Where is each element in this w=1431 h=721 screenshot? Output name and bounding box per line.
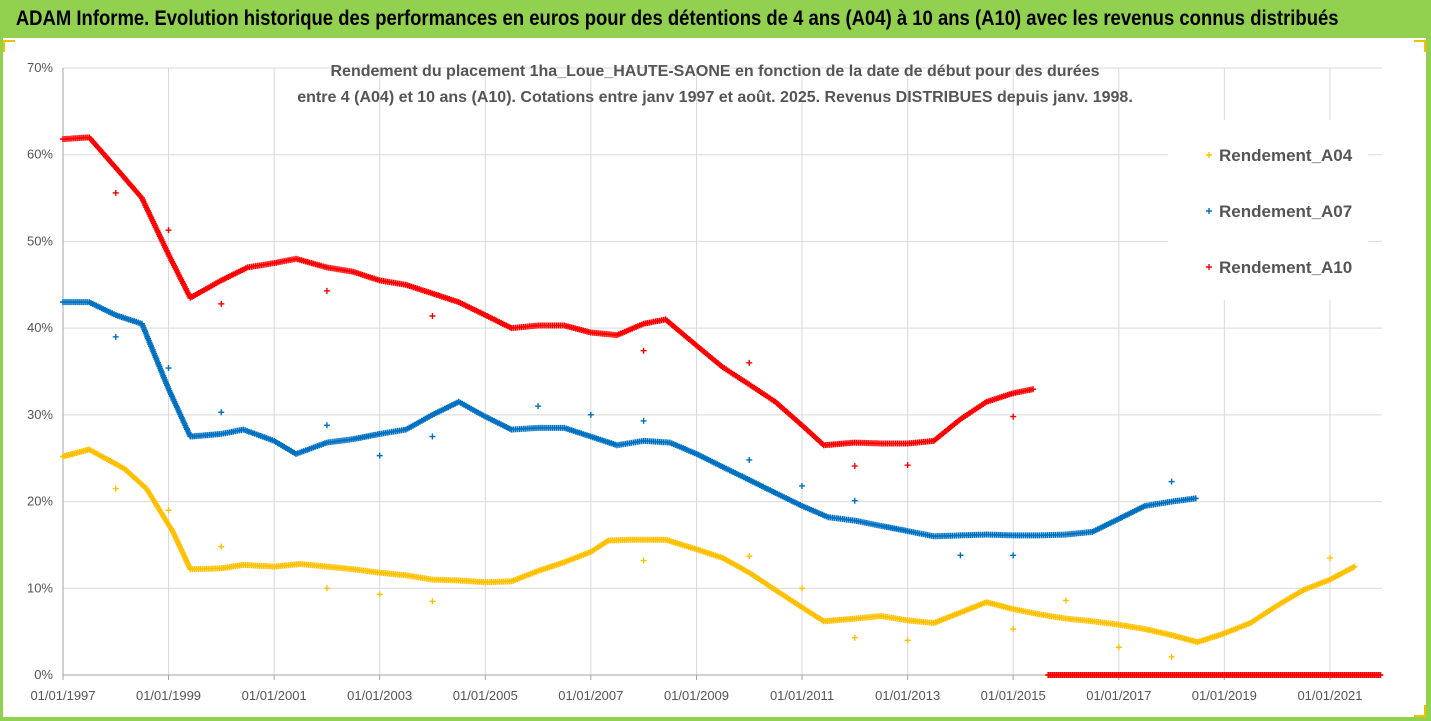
data-point: [429, 598, 436, 605]
data-point: [1010, 552, 1017, 559]
data-point: [1062, 597, 1069, 604]
x-tick-label: 01/01/2019: [1192, 688, 1257, 703]
header-title: ADAM Informe. Evolution historique des p…: [15, 7, 1339, 30]
legend-marker: [1206, 208, 1212, 214]
x-tick-label: 01/01/2013: [875, 688, 940, 703]
data-point: [323, 287, 330, 294]
legend-marker: [1206, 152, 1212, 158]
data-point: [165, 365, 172, 372]
legend-item-rendement-a04: Rendement_A04: [1206, 146, 1353, 165]
legend-item-rendement-a10: Rendement_A10: [1206, 258, 1352, 277]
data-point: [851, 463, 858, 470]
series-layer: [60, 134, 1384, 678]
data-point: [746, 359, 753, 366]
data-point: [112, 485, 119, 492]
y-tick-label: 60%: [27, 147, 53, 162]
chart-title-line: Rendement du placement 1ha_Loue_HAUTE-SA…: [330, 63, 1099, 80]
data-point: [112, 189, 119, 196]
data-point: [218, 300, 225, 307]
series-rendement-a04-line: [60, 446, 1358, 645]
chart-title-block: Rendement du placement 1ha_Loue_HAUTE-SA…: [297, 63, 1133, 106]
y-tick-label: 30%: [27, 407, 53, 422]
y-tick-label: 10%: [27, 580, 53, 595]
x-tick-label: 01/01/1997: [30, 688, 95, 703]
data-point: [112, 333, 119, 340]
series-rendement-a07-line: [60, 299, 1199, 540]
series-rendement-a10-line: [60, 134, 1036, 449]
corner-mark-top-left: [3, 40, 15, 52]
x-tick-label: 01/01/1999: [136, 688, 201, 703]
data-point: [640, 417, 647, 424]
data-point: [218, 409, 225, 416]
corner-mark-bottom-right: [1414, 705, 1426, 717]
axes: 0% 10% 20% 30% 40% 50% 60% 70% 01/01/1997 01/01/1…: [27, 60, 1382, 703]
y-tick-label: 70%: [27, 60, 53, 75]
legend: Rendement_A04 Rendement_A07 Rendement_A10: [1168, 120, 1368, 300]
data-point: [376, 591, 383, 598]
data-point: [904, 462, 911, 469]
data-point: [1168, 478, 1175, 485]
corner-mark-top-right: [1414, 40, 1426, 52]
x-tick-label: 01/01/2017: [1086, 688, 1151, 703]
data-point: [1010, 413, 1017, 420]
header-banner: ADAM Informe. Evolution historique des p…: [0, 0, 1431, 38]
series-rendement-a04: [60, 446, 1358, 660]
x-tick-label: 01/01/2001: [242, 688, 307, 703]
data-point: [851, 634, 858, 641]
data-point: [799, 482, 806, 489]
x-tick-label: 01/01/2009: [664, 688, 729, 703]
data-point: [587, 411, 594, 418]
data-point: [746, 456, 753, 463]
x-tick-label: 01/01/2021: [1297, 688, 1362, 703]
data-point: [904, 637, 911, 644]
x-tick-label: 01/01/2015: [981, 688, 1046, 703]
data-point: [429, 313, 436, 320]
data-point: [799, 585, 806, 592]
series-rendement-a10-zero-run: [1045, 672, 1384, 678]
data-point: [851, 497, 858, 504]
x-tick-label: 01/01/2003: [347, 688, 412, 703]
data-point: [640, 347, 647, 354]
x-tick-label: 01/01/2011: [770, 688, 834, 703]
y-tick-label: 50%: [27, 233, 53, 248]
data-point: [165, 507, 172, 514]
legend-label: Rendement_A04: [1219, 146, 1353, 165]
grid: [62, 67, 1382, 676]
data-point: [1327, 554, 1333, 561]
legend-label: Rendement_A10: [1219, 258, 1352, 277]
y-tick-label: 20%: [27, 494, 53, 509]
data-point: [218, 543, 225, 550]
data-point: [429, 433, 436, 440]
data-point: [323, 585, 330, 592]
data-point: [1168, 653, 1175, 660]
frame-bottom-border: [0, 717, 1431, 721]
data-point: [746, 553, 753, 560]
legend-label: Rendement_A07: [1219, 202, 1352, 221]
chart-title-line: entre 4 (A04) et 10 ans (A10). Cotations…: [297, 89, 1133, 106]
data-point: [323, 422, 330, 429]
frame-left-border: [0, 38, 3, 721]
data-point: [535, 403, 542, 410]
data-point: [1010, 626, 1017, 633]
legend-item-rendement-a07: Rendement_A07: [1206, 202, 1352, 221]
x-tick-label: 01/01/2005: [453, 688, 518, 703]
data-point: [957, 552, 964, 559]
y-tick-label: 40%: [27, 320, 53, 335]
data-point: [165, 227, 172, 234]
data-point: [1115, 644, 1122, 651]
y-tick-label: 0%: [34, 667, 53, 682]
data-point: [640, 557, 647, 564]
x-tick-label: 01/01/2007: [558, 688, 623, 703]
frame-right-border: [1426, 38, 1431, 721]
series-rendement-a07: [60, 299, 1199, 559]
data-point: [376, 452, 383, 459]
legend-marker: [1206, 264, 1212, 270]
series-rendement-a10: [60, 134, 1384, 678]
legend-box: [1168, 120, 1368, 300]
